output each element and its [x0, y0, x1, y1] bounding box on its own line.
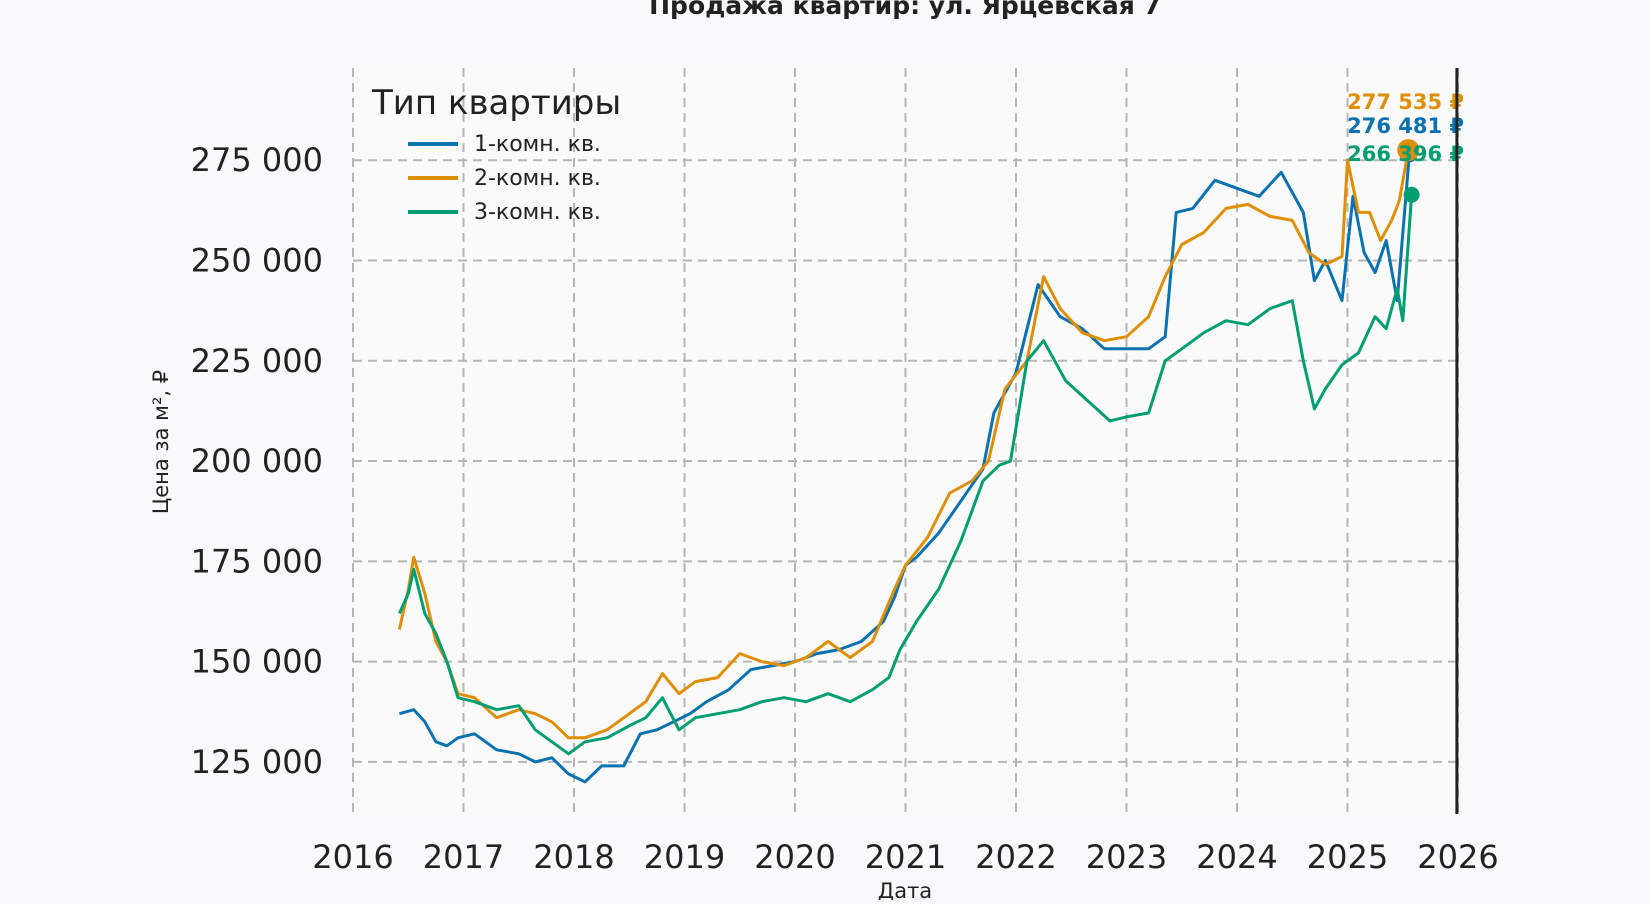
- y-tick-label: 175 000: [191, 542, 323, 580]
- y-tick-label: 150 000: [191, 643, 323, 681]
- series-last-value-label-3: 266 396 ₽: [1347, 142, 1464, 166]
- legend: Тип квартиры 1-комн. кв. 2-комн. кв. 3-ком…: [371, 83, 621, 225]
- y-axis-label: Цена за м², ₽: [149, 370, 173, 514]
- x-tick-label: 2021: [865, 838, 946, 876]
- x-tick-label: 2017: [423, 838, 504, 876]
- y-tick-label: 200 000: [191, 442, 323, 480]
- series-line-3: [398, 194, 1414, 756]
- x-tick-label: 2020: [754, 838, 835, 876]
- x-tick-label: 2018: [533, 838, 614, 876]
- x-tick-label: 2026: [1417, 838, 1498, 876]
- series-layer: 276 481 ₽277 535 ₽ 266 396 ₽: [397, 90, 1464, 784]
- y-tick-label: 125 000: [191, 743, 323, 781]
- legend-items: 1-комн. кв. 2-комн. кв. 3-комн. кв.: [408, 132, 601, 225]
- chart-title: Продажа квартир: ул. Ярцевская 7: [649, 0, 1161, 20]
- x-tick-label: 2023: [1086, 838, 1167, 876]
- x-tick-label: 2016: [312, 838, 393, 876]
- series-last-point-2: [1397, 139, 1420, 162]
- series-line-2: [397, 149, 1410, 740]
- x-tick-label: 2025: [1307, 838, 1388, 876]
- x-axis-label: Дата: [878, 879, 932, 900]
- x-tick-label: 2019: [644, 838, 725, 876]
- x-tick-label: 2022: [975, 838, 1056, 876]
- axes-layer: 2016 2017 2018 2019 2020 2021 2022 2023 2024 2025…: [191, 68, 1499, 876]
- series-last-point-3: [1403, 186, 1420, 203]
- legend-label-3: 3-комн. кв.: [474, 200, 601, 225]
- x-tick-label: 2024: [1196, 838, 1277, 876]
- legend-label-2: 2-комн. кв.: [474, 166, 601, 191]
- series-last-value-label-2: 277 535 ₽: [1347, 90, 1464, 114]
- y-tick-label: 275 000: [191, 141, 323, 179]
- legend-label-1: 1-комн. кв.: [474, 132, 601, 157]
- y-tick-label: 225 000: [191, 342, 323, 380]
- y-tick-label: 250 000: [191, 242, 323, 280]
- series-last-value-label-1: 276 481 ₽: [1347, 114, 1464, 138]
- legend-title: Тип квартиры: [371, 83, 621, 123]
